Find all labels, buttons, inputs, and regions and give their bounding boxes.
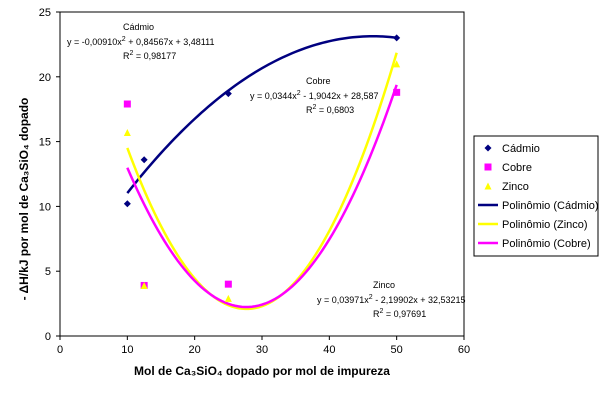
data-markers [123,34,401,302]
data-point [123,200,131,208]
y-tick-label: 15 [39,137,51,149]
trendline-r2: R2 = 0,97691 [373,308,426,319]
data-point [140,156,148,164]
trendline-name-label: Zinco [373,280,395,290]
legend-marker-swatch [484,163,492,171]
x-tick-label: 40 [323,344,335,356]
equation-rest: - 1,9042x + 28,587 [301,91,379,101]
x-tick-label: 60 [458,344,470,356]
r2-label: R [306,105,313,115]
data-point [123,129,131,137]
data-point [224,280,232,288]
x-axis-title: Mol de Ca₃SiO₄ dopado por mol de impurez… [134,364,390,378]
equation-superscript: 2 [297,90,301,97]
y-tick-label: 20 [39,72,51,84]
trendline [126,52,398,311]
trendline-name-label: Cobre [306,76,331,86]
data-point [393,60,401,68]
trendline-r2: R2 = 0,98177 [123,50,176,61]
data-point [140,281,148,289]
legend-entry-label: Cádmio [502,143,540,155]
y-axis-title: - ΔH/kJ por mol de Ca₃SiO₄ dopado [17,98,31,301]
trendline-name-label: Cádmio [123,22,154,32]
x-tick-label: 30 [256,344,268,356]
legend-entry-label: Polinômio (Cádmio) [502,200,599,212]
y-tick-label: 10 [39,201,51,213]
r2-value: = 0,98177 [133,51,176,61]
trendline-r2: R2 = 0,6803 [306,104,354,115]
trendline-equation: y = 0,0344x2 - 1,9042x + 28,587 [250,90,379,101]
r2-label: R [373,309,380,319]
r2-value: = 0,6803 [316,105,354,115]
equation-start: y = 0,0344x [250,91,297,101]
x-tick-label: 10 [121,344,133,356]
r2-superscript: 2 [130,50,134,57]
data-point [393,34,401,42]
x-tick-label: 50 [391,344,403,356]
trendline-equation: y = -0,00910x2 + 0,84567x + 3,48111 [67,36,214,47]
equation-rest: - 2,19902x + 32,53215 [373,295,466,305]
y-tick-label: 25 [39,7,51,19]
legend-entry-label: Zinco [502,181,529,193]
equation-start: y = 0,03971x [317,295,369,305]
r2-label: R [123,51,130,61]
x-tick-label: 0 [57,344,63,356]
legend-entry-label: Polinômio (Cobre) [502,238,591,250]
legend: Cádmio Cobre Zinco Polinômio (Cádmio) Polinô… [473,135,599,257]
data-point [393,88,401,96]
legend-marker-swatch [484,182,492,190]
legend-entry-label: Polinômio (Zinco) [502,219,588,231]
legend-marker-swatch [484,144,492,152]
equation-start: y = -0,00910x [67,37,122,47]
r2-superscript: 2 [313,104,317,111]
equation-rest: + 0,84567x + 3,48111 [126,37,215,47]
trendlines [126,35,398,311]
trendline-equation: y = 0,03971x2 - 2,19902x + 32,53215 [317,294,466,305]
trendline [126,35,397,194]
legend-box [473,135,599,257]
equation-superscript: 2 [369,294,373,301]
trendline [126,84,398,309]
y-tick-label: 0 [45,331,51,343]
legend-entry-label: Cobre [502,162,532,174]
r2-superscript: 2 [380,308,384,315]
y-tick-label: 5 [45,266,51,278]
data-point [224,294,232,302]
data-point [123,100,131,108]
x-tick-label: 20 [189,344,201,356]
data-point [224,90,232,98]
r2-value: = 0,97691 [383,309,426,319]
axes: 0 10 20 30 40 50 60 0 5 10 15 20 25 [39,7,470,356]
equation-superscript: 2 [122,36,126,43]
